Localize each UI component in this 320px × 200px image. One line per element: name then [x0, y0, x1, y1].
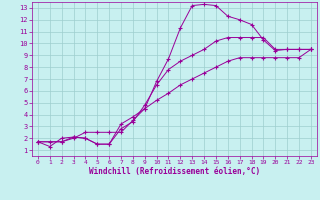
X-axis label: Windchill (Refroidissement éolien,°C): Windchill (Refroidissement éolien,°C) [89, 167, 260, 176]
